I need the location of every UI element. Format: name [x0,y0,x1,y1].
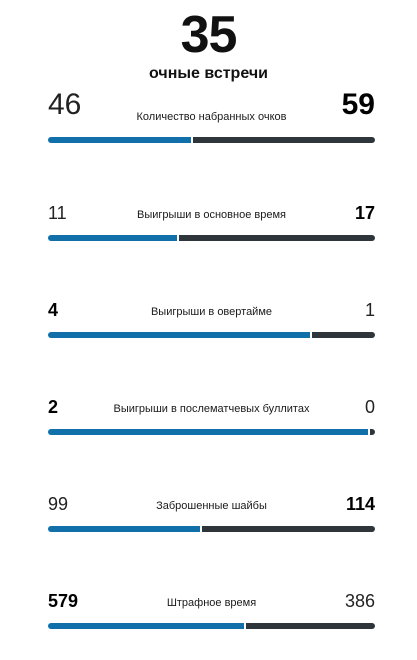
stat-bar [48,429,375,435]
stat-bar [48,235,375,241]
stat-left-value: 99 [48,494,69,514]
stat-regulation-wins: 11 Выигрыши в основное время 17 [48,196,375,256]
stat-label: Выигрыши в овертайме [150,306,273,318]
stat-goals-scored: 99 Заброшенные шайбы 114 [48,487,375,547]
stat-bar-right [312,332,375,338]
stat-bar-right [202,526,375,532]
stat-label: Количество набранных очков [136,111,287,123]
stat-label: Заброшенные шайбы [156,500,267,512]
stat-left-value: 4 [48,300,59,320]
stat-label: Выигрыши в основное время [137,209,286,221]
stat-bar [48,526,375,532]
stat-penalty-minutes: 579 Штрафное время 386 [48,584,375,644]
stat-bar-right [370,429,375,435]
stat-right-value: 114 [345,494,375,514]
stat-bar-left [48,332,310,338]
stat-bar-left [48,623,244,629]
stat-bar [48,623,375,629]
total-meetings-count: 35 [180,6,238,64]
stat-right-value: 17 [354,203,375,223]
stat-right-value: 1 [364,300,375,320]
stat-bar-right [193,137,375,143]
stat-shootout-wins: 2 Выигрыши в послематчевых буллитах 0 [48,390,375,450]
stat-label: Выигрыши в послематчевых буллитах [113,403,310,415]
total-meetings-label: очные встречи [149,65,268,82]
stat-bar [48,332,375,338]
stat-bar-left [48,429,368,435]
stat-overtime-wins: 4 Выигрыши в овертайме 1 [48,293,375,353]
stat-right-value: 0 [364,397,375,417]
stat-bar-right [246,623,375,629]
stat-points: 46 Количество набранных очков 59 [48,88,375,148]
stat-right-value: 59 [341,88,375,121]
stat-left-value: 2 [48,397,59,417]
stat-right-value: 386 [344,591,375,611]
stat-bar [48,137,375,143]
stat-bar-left [48,137,191,143]
stat-bar-left [48,235,177,241]
stat-left-value: 11 [48,203,67,223]
stat-bar-left [48,526,200,532]
stat-label: Штрафное время [166,597,257,609]
stat-bar-right [179,235,375,241]
stat-left-value: 46 [48,88,82,121]
stat-left-value: 579 [48,591,79,611]
